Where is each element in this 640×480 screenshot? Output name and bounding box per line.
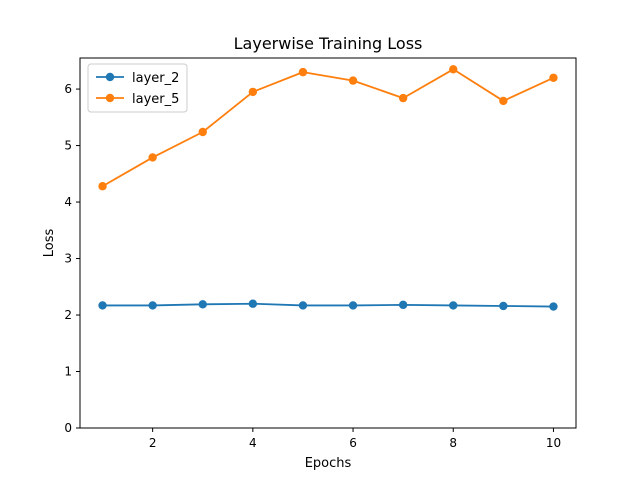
legend-marker-layer-2 [105,72,115,82]
x-axis-label: Epochs [305,456,352,471]
y-tick-label: 5 [64,139,72,153]
data-point-layer-2 [549,302,558,311]
y-tick-label: 0 [64,421,72,435]
y-axis: 0 1 2 3 4 5 6 [64,82,80,435]
legend-label-layer-2: layer_2 [132,71,179,86]
data-point-layer-5 [449,65,458,74]
data-point-layer-5 [98,182,107,191]
data-point-layer-5 [549,73,558,82]
y-tick-label: 2 [64,308,72,322]
y-axis-label: Loss [42,229,57,258]
legend-label-layer-5: layer_5 [132,92,179,107]
x-tick-label: 4 [249,436,257,450]
x-axis: 2 4 6 8 10 [149,428,561,450]
data-point-layer-2 [98,301,107,310]
data-point-layer-2 [298,301,308,310]
plot-frame [79,57,577,429]
data-point-layer-5 [198,127,207,137]
data-point-layer-2 [198,300,207,309]
x-tick-label: 10 [546,436,561,450]
data-point-layer-5 [499,96,508,106]
x-tick-label: 2 [149,436,157,450]
data-point-layer-5 [348,76,358,85]
series-line-layer-2 [101,302,555,308]
data-point-layer-2 [348,301,358,310]
series-line-layer-5 [101,68,555,188]
y-tick-label: 6 [64,82,72,96]
data-point-layer-5 [148,153,157,162]
data-point-layer-2 [499,301,508,311]
y-tick-label: 3 [64,252,72,266]
legend: layer_2 layer_5 [87,63,188,113]
data-point-layer-2 [248,299,258,308]
data-point-layer-5 [298,67,308,77]
data-point-layer-2 [148,301,157,310]
plot-area [98,65,558,311]
legend-marker-layer-5 [105,93,115,103]
y-tick-label: 1 [64,365,72,379]
data-point-layer-5 [248,87,258,97]
chart-title: Layerwise Training Loss [234,34,423,53]
x-tick-label: 6 [349,436,357,450]
data-point-layer-2 [449,301,458,310]
x-tick-label: 8 [449,436,457,450]
data-point-layer-2 [398,300,408,310]
data-point-layer-5 [398,93,408,103]
y-tick-label: 4 [64,195,72,209]
